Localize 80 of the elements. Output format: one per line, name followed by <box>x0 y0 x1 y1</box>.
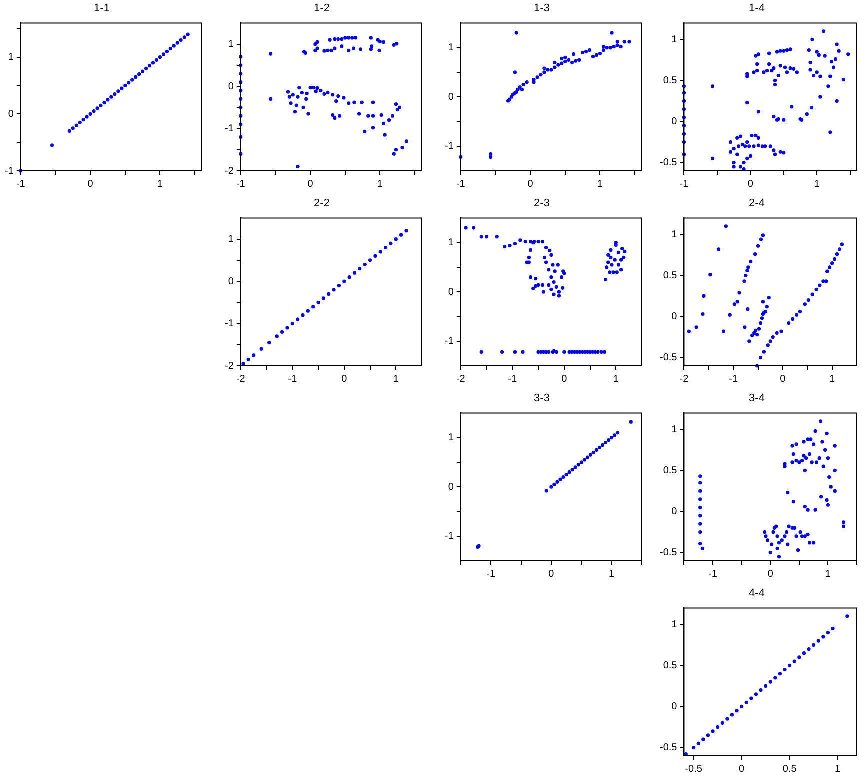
y-tick-label: -1 <box>444 531 454 542</box>
x-tick-label: 0 <box>768 568 774 580</box>
y-tick-label: 1 <box>8 52 14 64</box>
chart-title: 2-3 <box>534 198 550 210</box>
y-tick-label: -2 <box>224 360 234 372</box>
y-tick-label: -0.5 <box>660 742 678 754</box>
x-tick-label: 0 <box>528 178 534 190</box>
x-tick-label: -2 <box>680 374 690 385</box>
y-tick-label: 0 <box>448 286 454 298</box>
x-tick-label: 1 <box>393 374 400 385</box>
x-tick-label: 1 <box>377 178 384 190</box>
x-tick-label: -0.5 <box>685 764 703 775</box>
y-tick-label: 1 <box>228 39 234 50</box>
x-tick-label: 0 <box>548 568 555 580</box>
x-tick-label: 0.5 <box>782 764 798 775</box>
y-tick-label: 0 <box>448 92 454 103</box>
y-tick-label: 1 <box>672 229 678 240</box>
y-tick-label: 1 <box>448 42 454 54</box>
x-tick-label: -2 <box>456 374 466 385</box>
y-tick-label: 0 <box>672 116 678 128</box>
x-tick-label: 1 <box>825 568 832 580</box>
y-tick-label: -0.5 <box>660 548 678 559</box>
x-tick-label: -1 <box>288 374 298 385</box>
x-tick-label: -1 <box>456 178 466 190</box>
y-tick-label: 1 <box>228 234 234 246</box>
x-tick-label: -1 <box>16 178 26 190</box>
x-tick-label: 0 <box>562 374 568 385</box>
y-tick-label: 0 <box>672 701 678 712</box>
y-tick-label: 1 <box>672 34 678 46</box>
y-tick-label: 0 <box>8 108 14 120</box>
y-tick-label: -1 <box>224 318 234 330</box>
x-tick-label: -1 <box>680 178 690 190</box>
y-tick-label: -0.5 <box>660 352 678 364</box>
x-tick-label: 0 <box>780 374 786 385</box>
y-tick-label: 0 <box>448 482 454 493</box>
chart-title: 3-4 <box>749 392 765 405</box>
x-tick-label: 0 <box>739 764 746 775</box>
chart-title: 2-2 <box>314 198 330 210</box>
y-tick-label: -1 <box>224 124 234 135</box>
x-tick-label: 0 <box>88 178 94 190</box>
x-tick-label: -2 <box>236 374 246 385</box>
chart-title: 2-4 <box>749 198 765 210</box>
y-tick-label: 0 <box>672 311 678 322</box>
y-tick-label: -1 <box>4 166 14 177</box>
y-tick-label: 0 <box>228 276 234 288</box>
x-tick-label: -1 <box>708 568 718 580</box>
y-tick-label: -1 <box>444 336 454 348</box>
y-tick-label: 0.5 <box>663 75 678 86</box>
y-tick-label: 1 <box>448 432 454 444</box>
x-tick-label: -1 <box>729 374 738 385</box>
x-tick-label: 1 <box>814 178 820 190</box>
x-tick-label: 0 <box>308 178 314 190</box>
x-tick-label: 0 <box>342 374 348 385</box>
y-tick-label: -1 <box>444 141 454 152</box>
y-tick-label: 1 <box>672 619 678 630</box>
x-tick-label: 1 <box>830 374 836 385</box>
x-tick-label: -1 <box>486 568 496 580</box>
chart-title: 1-3 <box>534 2 550 15</box>
x-tick-label: 1 <box>609 568 616 580</box>
x-tick-label: 1 <box>835 764 842 775</box>
y-tick-label: 0.5 <box>663 465 678 476</box>
chart-title: 1-1 <box>94 2 110 15</box>
chart-title: 1-4 <box>749 2 765 15</box>
y-tick-label: 0 <box>672 506 678 518</box>
chart-title: 3-3 <box>534 392 550 405</box>
y-tick-label: -0.5 <box>660 158 678 169</box>
chart-title: 4-4 <box>749 588 765 600</box>
x-tick-label: -1 <box>236 178 246 190</box>
y-tick-label: 0.5 <box>663 270 678 282</box>
x-tick-label: 1 <box>613 374 620 385</box>
x-tick-label: 0 <box>748 178 754 190</box>
y-tick-label: -2 <box>224 166 234 177</box>
y-tick-label: 0.5 <box>663 660 678 672</box>
y-tick-label: 0 <box>228 81 234 92</box>
y-tick-label: 1 <box>672 424 678 436</box>
x-tick-label: -1 <box>508 374 518 385</box>
x-tick-label: 1 <box>157 178 164 190</box>
chart-title: 1-2 <box>314 2 330 15</box>
y-tick-label: 1 <box>448 238 454 249</box>
x-tick-label: 1 <box>597 178 604 190</box>
